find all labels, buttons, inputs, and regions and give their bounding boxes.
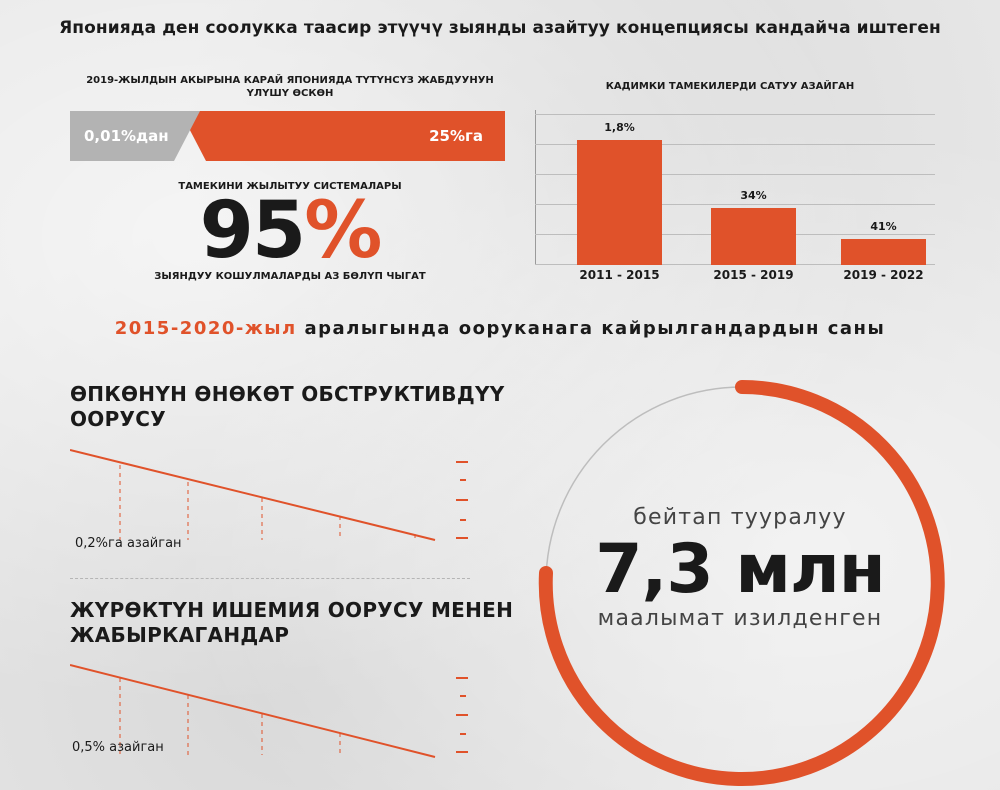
chart-category-label: 2015 - 2019 <box>713 268 794 282</box>
share-caption: 2019-ЖЫЛДЫН АКЫРЫНА КАРАЙ ЯПОНИЯДА ТҮТҮН… <box>86 75 494 99</box>
copd-trend-graphic <box>70 449 468 541</box>
ring-progress-arc <box>538 380 945 786</box>
circle-line1: бейтап тууралуу <box>633 505 847 530</box>
chart-grid-line <box>535 144 935 145</box>
share-from-label: 0,01%дан <box>84 127 169 145</box>
chart-grid-line <box>535 204 935 205</box>
ischemia-trend-line <box>70 664 436 758</box>
share-to-bar: 25%га <box>180 111 505 161</box>
copd-trend-line <box>70 449 436 541</box>
ischemia-tick-marks <box>456 677 468 753</box>
heating-caption-top: ТАМЕКИНИ ЖЫЛЫТУУ СИСТЕМАЛАРЫ <box>178 181 402 192</box>
copd-title: ӨПКӨНҮН ӨНӨКӨТ ОБСТРУКТИВДҮҮ ООРУСУ <box>70 382 505 431</box>
ischemia-trend-graphic <box>70 664 468 758</box>
copd-note: 0,2%га азайган <box>75 536 182 551</box>
sub-headline-rest: аралыгында ооруканага кайрылгандардын са… <box>296 318 886 339</box>
circle-big-number: 7,3 млн <box>595 530 886 609</box>
chart-bar <box>577 140 662 265</box>
chart-bar <box>711 207 796 265</box>
chart-value-label: 1,8% <box>604 121 635 134</box>
share-to-label: 25%га <box>429 127 483 145</box>
sub-headline: 2015-2020-жыл аралыгында ооруканага кайр… <box>0 318 1000 339</box>
heating-percent-sign: % <box>304 186 382 276</box>
chart-grid-line <box>535 114 935 115</box>
chart-title: КАДИМКИ ТАМЕКИЛЕРДИ САТУУ АЗАЙГАН <box>605 81 855 92</box>
chart-grid-line <box>535 174 935 175</box>
copd-dashed-guides <box>119 465 416 540</box>
copd-tick-marks <box>456 461 468 539</box>
sales-bar-chart: 1,8% 34% 41% <box>535 110 935 265</box>
circle-line2: маалымат изилденген <box>597 606 883 631</box>
chart-value-label: 41% <box>870 219 897 233</box>
chart-y-axis <box>535 110 536 265</box>
ischemia-dashed-guides <box>119 678 341 755</box>
chart-category-label: 2019 - 2022 <box>843 268 924 282</box>
heating-number: 95 <box>199 186 307 276</box>
section-divider <box>70 578 470 579</box>
heating-big-number: 95% <box>70 190 510 272</box>
ischemia-title: ЖҮРӨКТҮН ИШЕМИЯ ООРУСУ МЕНЕН ЖАБЫРКАГАНД… <box>70 598 514 647</box>
chart-value-label: 34% <box>740 188 767 202</box>
heating-caption-bottom: ЗЫЯНДУУ КОШУЛМАЛАРДЫ АЗ БӨЛҮП ЧЫГАТ <box>154 271 426 282</box>
sub-headline-accent: 2015-2020-жыл <box>114 318 297 339</box>
chart-bar <box>841 238 926 265</box>
share-from-bar: 0,01%дан <box>70 111 200 161</box>
chart-category-label: 2011 - 2015 <box>579 268 660 282</box>
ischemia-note: 0,5% азайган <box>72 740 164 755</box>
circle-stat-ring <box>538 380 945 786</box>
page-title: Японияда ден соолукка таасир этүүчү зыян… <box>59 18 941 38</box>
